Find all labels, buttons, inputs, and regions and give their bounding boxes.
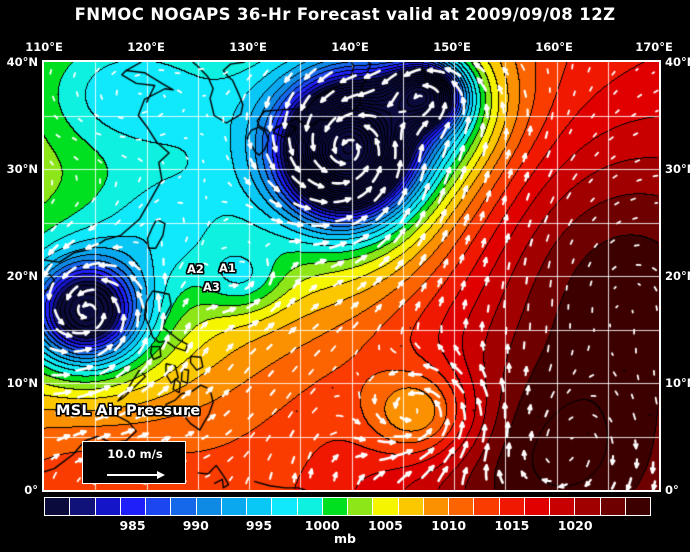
lon-tick-160e: 160°E — [535, 40, 573, 54]
colorbar-segment — [474, 498, 500, 515]
colorbar-segment — [95, 498, 121, 515]
lat-tick-right-20n: 20°N — [665, 269, 690, 283]
lat-tick-right-30n: 30°N — [665, 162, 690, 176]
colorbar-tick: 1005 — [368, 518, 403, 533]
colorbar-segment — [272, 498, 298, 515]
lon-tick-120e: 120°E — [127, 40, 165, 54]
lon-tick-110e: 110°E — [25, 40, 63, 54]
lat-tick-left-20n: 20°N — [6, 269, 38, 283]
colorbar-segment — [449, 498, 475, 515]
colorbar-segment — [120, 498, 146, 515]
wind-scale-label: 10.0 m/s — [107, 447, 163, 461]
figure-title: FNMOC NOGAPS 36-Hr Forecast valid at 200… — [74, 5, 616, 24]
colorbar-tick: 1000 — [304, 518, 340, 533]
colorbar-tick: 1015 — [494, 518, 530, 533]
colorbar-segment — [524, 498, 550, 515]
colorbar-segment — [45, 498, 71, 515]
colorbar-segment — [247, 498, 273, 515]
lon-tick-170e: 170°E — [635, 40, 673, 54]
colorbar-segment — [373, 498, 399, 515]
lat-tick-right-40n: 40°N — [665, 55, 690, 69]
colorbar-segment — [550, 498, 576, 515]
pressure-field-canvas — [44, 62, 659, 490]
lat-tick-right-10n: 10°N — [665, 376, 690, 390]
map-plot-area[interactable]: MSL Air Pressure A2 A1 A3 10.0 m/s — [42, 60, 661, 492]
lat-tick-left-40n: 40°N — [6, 55, 38, 69]
arrow-right-icon — [107, 471, 165, 479]
colorbar-tick: 1020 — [557, 518, 593, 533]
storm-label-a1: A1 — [219, 261, 236, 275]
colorbar-segment — [423, 498, 449, 515]
wind-scale-legend: 10.0 m/s — [82, 441, 186, 484]
colorbar-segment — [70, 498, 96, 515]
colorbar-segment — [600, 498, 626, 515]
colorbar-segment — [499, 498, 525, 515]
colorbar-tick: 985 — [119, 518, 146, 533]
colorbar-segment — [575, 498, 601, 515]
colorbar-segment — [146, 498, 172, 515]
colorbar-segment — [171, 498, 197, 515]
colorbar-tick: 995 — [245, 518, 273, 533]
colorbar-tick: 990 — [182, 518, 209, 533]
field-label: MSL Air Pressure — [56, 403, 201, 419]
colorbar-segment — [625, 498, 650, 515]
colorbar-unit-label: mb — [334, 531, 356, 546]
colorbar-segment — [196, 498, 222, 515]
storm-label-a2: A2 — [187, 262, 204, 276]
lon-tick-150e: 150°E — [433, 40, 471, 54]
colorbar — [44, 497, 651, 516]
colorbar-segment — [398, 498, 424, 515]
colorbar-segment — [322, 498, 348, 515]
colorbar-segment — [221, 498, 247, 515]
lon-tick-140e: 140°E — [331, 40, 369, 54]
lat-tick-left-30n: 30°N — [6, 162, 38, 176]
colorbar-segment — [297, 498, 323, 515]
lon-tick-130e: 130°E — [229, 40, 267, 54]
colorbar-tick: 1010 — [431, 518, 467, 533]
lat-tick-left-0: 0° — [24, 483, 38, 497]
lat-tick-left-10n: 10°N — [6, 376, 38, 390]
lat-tick-right-0: 0° — [665, 483, 679, 497]
storm-label-a3: A3 — [203, 280, 220, 294]
colorbar-segment — [348, 498, 374, 515]
